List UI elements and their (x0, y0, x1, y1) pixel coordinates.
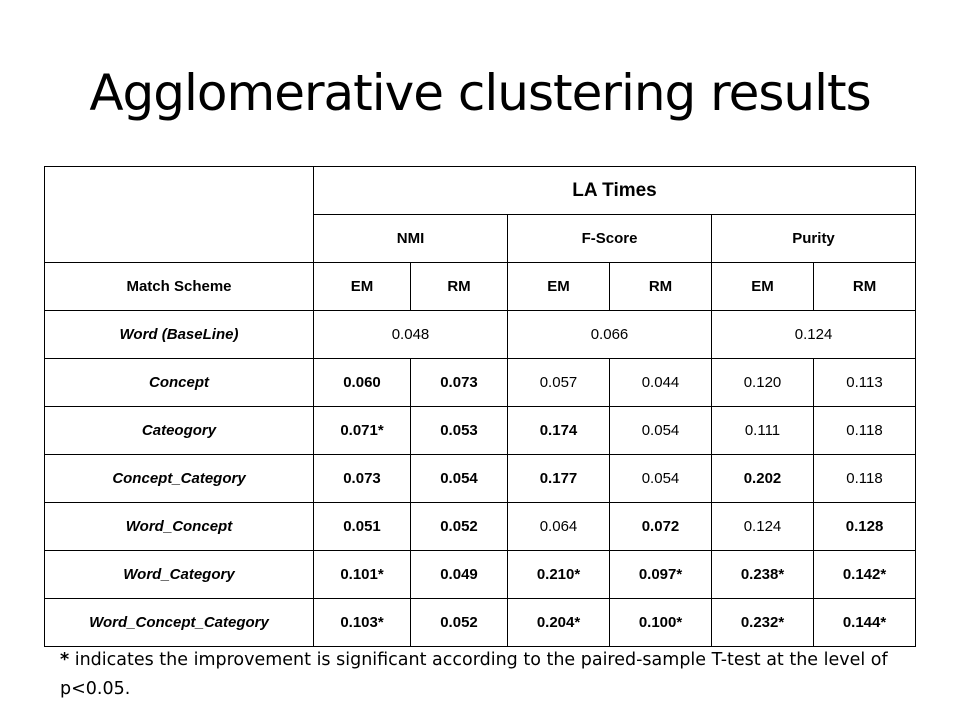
value-cell: 0.202 (711, 454, 814, 503)
value-cell: 0.204* (507, 598, 610, 647)
metric-header-purity: Purity (710, 214, 917, 263)
value-cell: 0.049 (410, 550, 508, 599)
row-label-cell: Word (BaseLine) (44, 310, 314, 359)
value-cell: 0.124 (711, 502, 814, 551)
baseline-purity-cell: 0.124 (710, 310, 917, 359)
results-table: LA Times NMI F-Score Purity Match Scheme… (44, 166, 917, 647)
value-cell: 0.054 (410, 454, 508, 503)
value-cell: 0.060 (313, 358, 411, 407)
sub-header-cell: RM (812, 262, 917, 311)
value-cell: 0.053 (410, 406, 508, 455)
corner-cell (44, 166, 314, 263)
value-cell: 0.142* (812, 550, 917, 599)
table-row: Concept 0.060 0.073 0.057 0.044 0.120 0.113 (44, 358, 917, 407)
metric-header-nmi: NMI (313, 214, 508, 263)
baseline-fscore-cell: 0.066 (507, 310, 712, 359)
value-cell: 0.238* (711, 550, 814, 599)
value-cell: 0.232* (711, 598, 814, 647)
value-cell: 0.064 (507, 502, 610, 551)
metric-header-fscore: F-Score (507, 214, 712, 263)
value-cell: 0.118 (812, 406, 917, 455)
value-cell: 0.128 (812, 502, 917, 551)
sub-header-cell: EM (711, 262, 814, 311)
row-label-cell: Concept_Category (44, 454, 314, 503)
value-cell: 0.071* (313, 406, 411, 455)
value-cell: 0.210* (507, 550, 610, 599)
value-cell: 0.052 (410, 502, 508, 551)
table-row: Concept_Category 0.073 0.054 0.177 0.054 0.20… (44, 454, 917, 503)
sub-header-cell: RM (410, 262, 508, 311)
table-row: Cateogory 0.071* 0.053 0.174 0.054 0.111 0.118 (44, 406, 917, 455)
value-cell: 0.111 (711, 406, 814, 455)
value-cell: 0.054 (609, 406, 712, 455)
value-cell: 0.072 (609, 502, 712, 551)
value-cell: 0.054 (609, 454, 712, 503)
metric-header-row: NMI F-Score Purity (45, 214, 917, 263)
table-row: Word_Concept 0.051 0.052 0.064 0.072 0.124 0.1… (44, 502, 917, 551)
row-label-cell: Cateogory (44, 406, 314, 455)
row-label-cell: Word_Concept (44, 502, 314, 551)
group-header-row: LA Times (44, 166, 917, 263)
group-title-cell: LA Times (312, 166, 917, 215)
slide-title: Agglomerative clustering results (89, 64, 871, 122)
scheme-label-cell: Match Scheme (44, 262, 314, 311)
sub-header-cell: EM (313, 262, 411, 311)
sub-header-cell: RM (609, 262, 712, 311)
value-cell: 0.073 (410, 358, 508, 407)
value-cell: 0.044 (609, 358, 712, 407)
value-cell: 0.120 (711, 358, 814, 407)
value-cell: 0.113 (812, 358, 917, 407)
value-cell: 0.144* (812, 598, 917, 647)
table-row: Word_Category 0.101* 0.049 0.210* 0.097* 0.23… (44, 550, 917, 599)
value-cell: 0.073 (313, 454, 411, 503)
footnote-marker: * (60, 650, 70, 670)
baseline-nmi-cell: 0.048 (313, 310, 508, 359)
value-cell: 0.097* (609, 550, 712, 599)
table-row: Word_Concept_Category 0.103* 0.052 0.204* 0.… (44, 598, 917, 647)
value-cell: 0.118 (812, 454, 917, 503)
row-label-cell: Concept (44, 358, 314, 407)
value-cell: 0.177 (507, 454, 610, 503)
sub-header-row: Match Scheme EM RM EM RM EM RM (44, 262, 917, 311)
value-cell: 0.103* (313, 598, 411, 647)
row-label-cell: Word_Concept_Category (44, 598, 314, 647)
footnote: * indicates the improvement is significa… (60, 646, 920, 704)
value-cell: 0.051 (313, 502, 411, 551)
value-cell: 0.057 (507, 358, 610, 407)
value-cell: 0.174 (507, 406, 610, 455)
value-cell: 0.100* (609, 598, 712, 647)
row-label-cell: Word_Category (44, 550, 314, 599)
value-cell: 0.052 (410, 598, 508, 647)
table-body: Concept 0.060 0.073 0.057 0.044 0.120 0.113 Cat… (44, 358, 917, 647)
footnote-text: indicates the improvement is significant… (60, 650, 888, 699)
value-cell: 0.101* (313, 550, 411, 599)
sub-header-cell: EM (507, 262, 610, 311)
baseline-row: Word (BaseLine) 0.048 0.066 0.124 (44, 310, 917, 359)
